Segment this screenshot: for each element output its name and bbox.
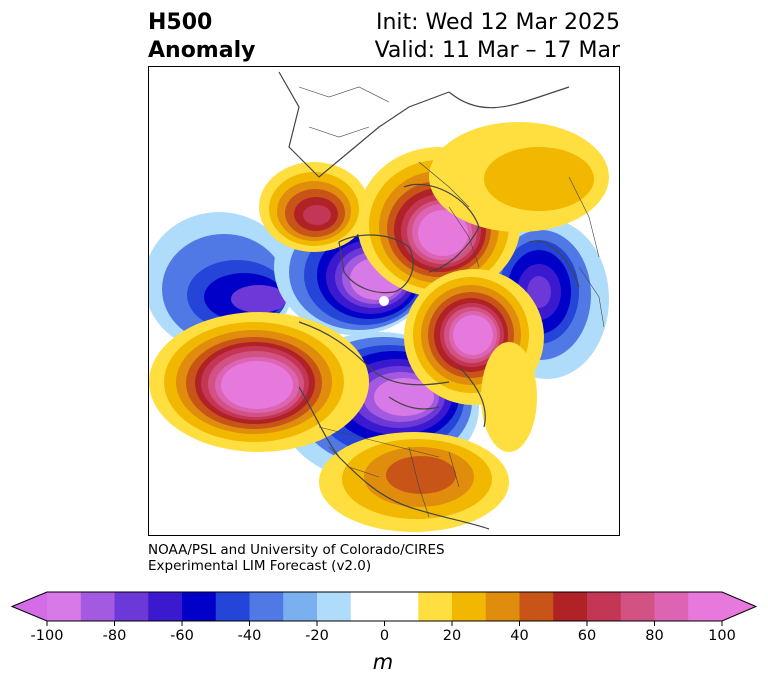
- colorbar-segment: [350, 592, 385, 621]
- init-date: Init: Wed 12 Mar 2025: [375, 10, 620, 35]
- colorbar-tick-label: 100: [708, 628, 736, 644]
- colorbar-tick-label: -80: [102, 628, 127, 644]
- colorbar-segment: [418, 592, 453, 621]
- anomaly-map: [148, 66, 620, 536]
- colorbar-segment: [384, 592, 419, 621]
- colorbar-tick-label: 0: [379, 628, 390, 644]
- anomaly-atlantic-positive: [481, 342, 537, 452]
- colorbar-segment: [620, 592, 655, 621]
- colorbar-tick-label: -60: [170, 628, 194, 644]
- colorbar-tick-label: -20: [305, 628, 329, 644]
- colorbar-segment: [485, 592, 520, 621]
- anomaly-siberia-positive: [429, 122, 609, 232]
- colorbar-segment: [80, 592, 115, 621]
- map-canvas: [149, 67, 619, 535]
- colorbar-tick-label: 60: [577, 628, 597, 644]
- colorbar-segment: [317, 592, 352, 621]
- colorbar-tick-label: 40: [510, 628, 529, 644]
- credit-text: NOAA/PSL and University of Colorado/CIRE…: [148, 542, 445, 574]
- forecast-dates: Init: Wed 12 Mar 2025 Valid: 11 Mar – 17…: [375, 9, 620, 65]
- colorbar-extend-high: [722, 592, 756, 621]
- colorbar-segment: [148, 592, 183, 621]
- title-variable: H500: [148, 10, 213, 35]
- anomaly-southeast-us-positive: [319, 432, 509, 532]
- colorbar-segment: [114, 592, 149, 621]
- colorbar-segment: [688, 592, 723, 621]
- anomaly-eastern-europe-positive: [259, 162, 369, 252]
- coastlines: [278, 71, 580, 530]
- map-title: H500 Anomaly: [148, 9, 255, 65]
- anomaly-gulf-alaska-positive: [149, 312, 369, 452]
- credit-line-1: NOAA/PSL and University of Colorado/CIRE…: [148, 542, 445, 558]
- colorbar-segment: [283, 592, 318, 621]
- colorbar-unit-label: m: [372, 650, 394, 674]
- colorbar-segment: [587, 592, 622, 621]
- colorbar-segment: [553, 592, 588, 621]
- title-type: Anomaly: [148, 38, 256, 63]
- colorbar-segment: [182, 592, 217, 621]
- valid-range: Valid: 11 Mar – 17 Mar: [374, 38, 620, 63]
- colorbar-segment: [215, 592, 250, 621]
- colorbar-segment: [47, 592, 82, 621]
- colorbar-tick-label: 20: [442, 628, 462, 644]
- colorbar-segment: [654, 592, 689, 621]
- colorbar-extend-low: [12, 592, 47, 621]
- colorbar-segment: [519, 592, 554, 621]
- colorbar-tick-label: 80: [645, 628, 664, 644]
- political-borders: [298, 86, 605, 518]
- credit-line-2: Experimental LIM Forecast (v2.0): [148, 558, 372, 574]
- colorbar-tick-label: -40: [237, 628, 262, 644]
- colorbar-segment: [249, 592, 284, 621]
- colorbar: [10, 591, 758, 626]
- colorbar-tick-label: -100: [30, 628, 64, 644]
- colorbar-segment: [452, 592, 487, 621]
